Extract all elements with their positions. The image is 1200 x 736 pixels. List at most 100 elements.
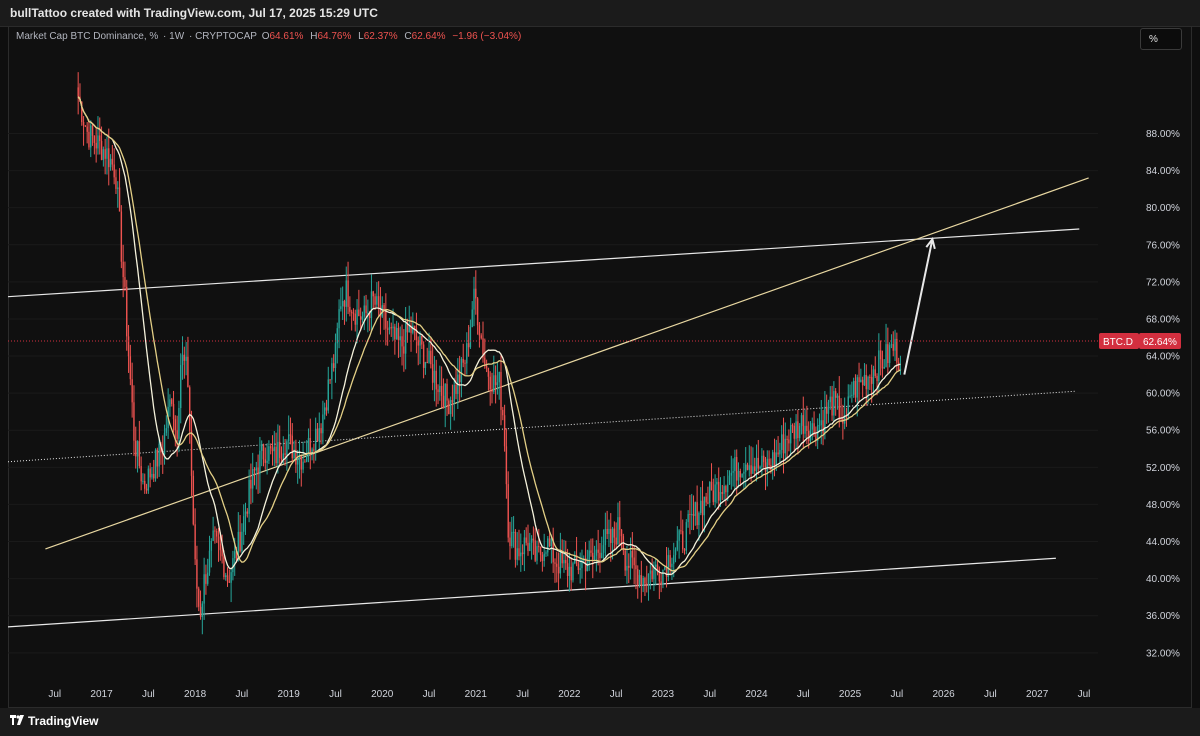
- candle-body: [647, 573, 650, 584]
- candle-body: [568, 566, 571, 576]
- candle-body: [709, 481, 711, 503]
- candle-body: [266, 460, 268, 463]
- candle-body: [892, 344, 894, 351]
- candle-body: [410, 325, 412, 333]
- candle-body: [399, 336, 401, 341]
- candle-body: [676, 540, 679, 550]
- candle-body: [475, 288, 477, 299]
- candle-body: [716, 481, 718, 485]
- trendline: [7, 557, 1056, 628]
- candle-body: [379, 306, 382, 317]
- candle-body: [759, 466, 761, 469]
- candle-body: [320, 428, 322, 434]
- x-tick-label: Jul: [890, 689, 903, 700]
- candle-body: [608, 528, 610, 534]
- candle-body: [860, 379, 862, 383]
- candle-body: [314, 428, 317, 451]
- candle-body: [322, 414, 324, 434]
- candle-body: [692, 514, 695, 516]
- candle-body: [347, 280, 349, 307]
- candle-body: [268, 446, 270, 461]
- annotations: [903, 236, 936, 375]
- candle-body: [548, 538, 551, 547]
- candle-body: [736, 457, 738, 481]
- candle-body: [217, 536, 220, 544]
- candle-body: [289, 434, 292, 436]
- candle-body: [897, 362, 900, 371]
- candles: [77, 72, 902, 635]
- candle-body: [829, 396, 831, 403]
- candle-body: [331, 363, 333, 380]
- candle-body: [696, 502, 698, 526]
- candle-body: [323, 407, 326, 415]
- candle-body: [176, 430, 178, 439]
- candle-body: [313, 449, 315, 451]
- candle-body: [518, 548, 520, 557]
- candle-body: [593, 555, 596, 560]
- candle-body: [140, 466, 142, 482]
- candle-body: [851, 394, 853, 396]
- candle-body: [460, 358, 463, 383]
- y-tick-label: 68.00%: [1146, 314, 1180, 325]
- candle-body: [493, 375, 495, 392]
- candle-body: [599, 552, 601, 559]
- candle-body: [509, 537, 511, 547]
- trendline: [45, 177, 1089, 550]
- candle-body: [592, 552, 594, 560]
- candle-body: [127, 336, 130, 357]
- candle-body: [77, 87, 79, 97]
- x-tick-label: 2026: [932, 689, 955, 700]
- tradingview-logo[interactable]: TradingView: [10, 714, 98, 728]
- candle-body: [435, 370, 437, 390]
- x-axis: Jul 2017 Jul 2018 Jul 2019 Jul 2020 Jul 2021 Jul 20…: [48, 689, 1090, 700]
- price-tag-symbol-box: [1099, 333, 1139, 349]
- percent-scale-button[interactable]: %: [1140, 28, 1182, 50]
- candle-body: [124, 277, 126, 287]
- candle-body: [368, 312, 371, 319]
- candle-body: [633, 557, 635, 566]
- candle-body: [523, 537, 526, 555]
- candle-body: [235, 551, 238, 560]
- candle-body: [615, 537, 617, 545]
- candle-body: [421, 336, 423, 345]
- candle-body: [118, 187, 121, 212]
- candle-body: [536, 546, 538, 561]
- candle-body: [448, 400, 450, 415]
- candle-body: [273, 446, 275, 452]
- candle-body: [91, 125, 94, 136]
- candle-body: [376, 296, 378, 305]
- candle-body: [629, 550, 632, 568]
- candle-body: [858, 377, 860, 383]
- x-tick-label: Jul: [1078, 689, 1091, 700]
- candle-body: [746, 464, 749, 470]
- candle-body: [664, 567, 666, 570]
- legend-open: 64.61%: [269, 31, 304, 42]
- candle-body: [210, 540, 213, 551]
- candle-body: [370, 291, 373, 319]
- chart-frame[interactable]: [8, 26, 1192, 708]
- y-tick-label: 36.00%: [1146, 611, 1180, 622]
- candle-body: [856, 377, 858, 398]
- candle-body: [440, 385, 443, 396]
- candle-body: [554, 562, 556, 564]
- candle-body: [602, 545, 605, 553]
- candle-body: [496, 382, 499, 386]
- candle-body: [352, 312, 355, 314]
- candle-body: [766, 458, 768, 472]
- candle-body: [678, 530, 680, 541]
- candle-body: [259, 450, 261, 475]
- legend-low: 62.37%: [363, 31, 398, 42]
- candle-body: [444, 383, 446, 409]
- x-tick-label: 2020: [371, 689, 394, 700]
- candle-body: [798, 425, 801, 439]
- candle-body: [144, 480, 146, 489]
- candle-body: [487, 367, 490, 377]
- candle-body: [151, 473, 153, 478]
- candle-body: [278, 441, 281, 458]
- candle-body: [626, 565, 628, 571]
- candle-body: [237, 531, 240, 560]
- x-tick-label: 2025: [839, 689, 862, 700]
- legend-change: −1.96 (−3.04%): [452, 31, 522, 42]
- candle-body: [93, 135, 96, 143]
